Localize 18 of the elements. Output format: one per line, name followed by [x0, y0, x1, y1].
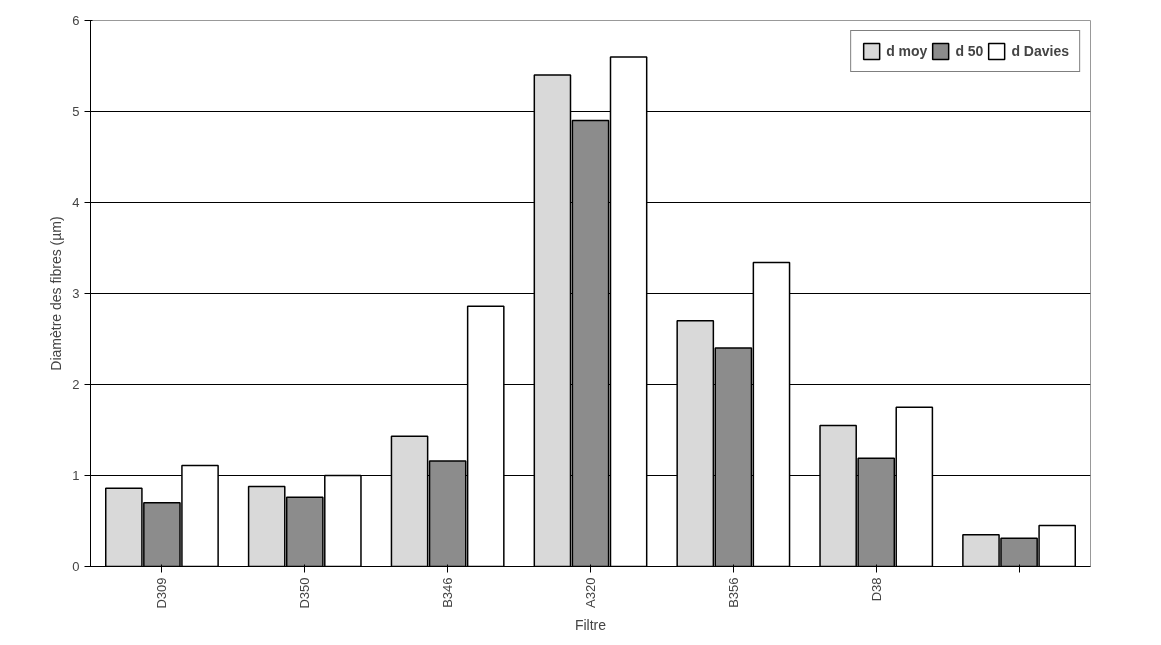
y-tick-label: 1 — [72, 468, 80, 483]
y-tick-label: 5 — [72, 104, 80, 119]
x-tick-label: B346 — [440, 577, 456, 608]
y-tick-label: 0 — [72, 559, 80, 574]
y-axis-title: Diamètre des fibres (µm) — [48, 216, 65, 371]
legend-label: d Davies — [1011, 43, 1069, 59]
x-tick-label: A320 — [583, 577, 598, 608]
x-tick-label: D38 — [868, 577, 884, 602]
x-axis-title: Filtre — [574, 616, 607, 633]
legend-label: d 50 — [955, 43, 984, 59]
y-tick-label: 3 — [72, 286, 80, 301]
y-tick-label: 4 — [72, 195, 80, 210]
y-tick-label: 6 — [72, 13, 80, 28]
y-tick-label: 2 — [72, 377, 80, 392]
x-tick-label: D309 — [154, 577, 170, 609]
x-tick-label: D350 — [297, 577, 313, 609]
x-tick-label: B356 — [725, 577, 741, 608]
legend-label: d moy — [886, 43, 928, 59]
